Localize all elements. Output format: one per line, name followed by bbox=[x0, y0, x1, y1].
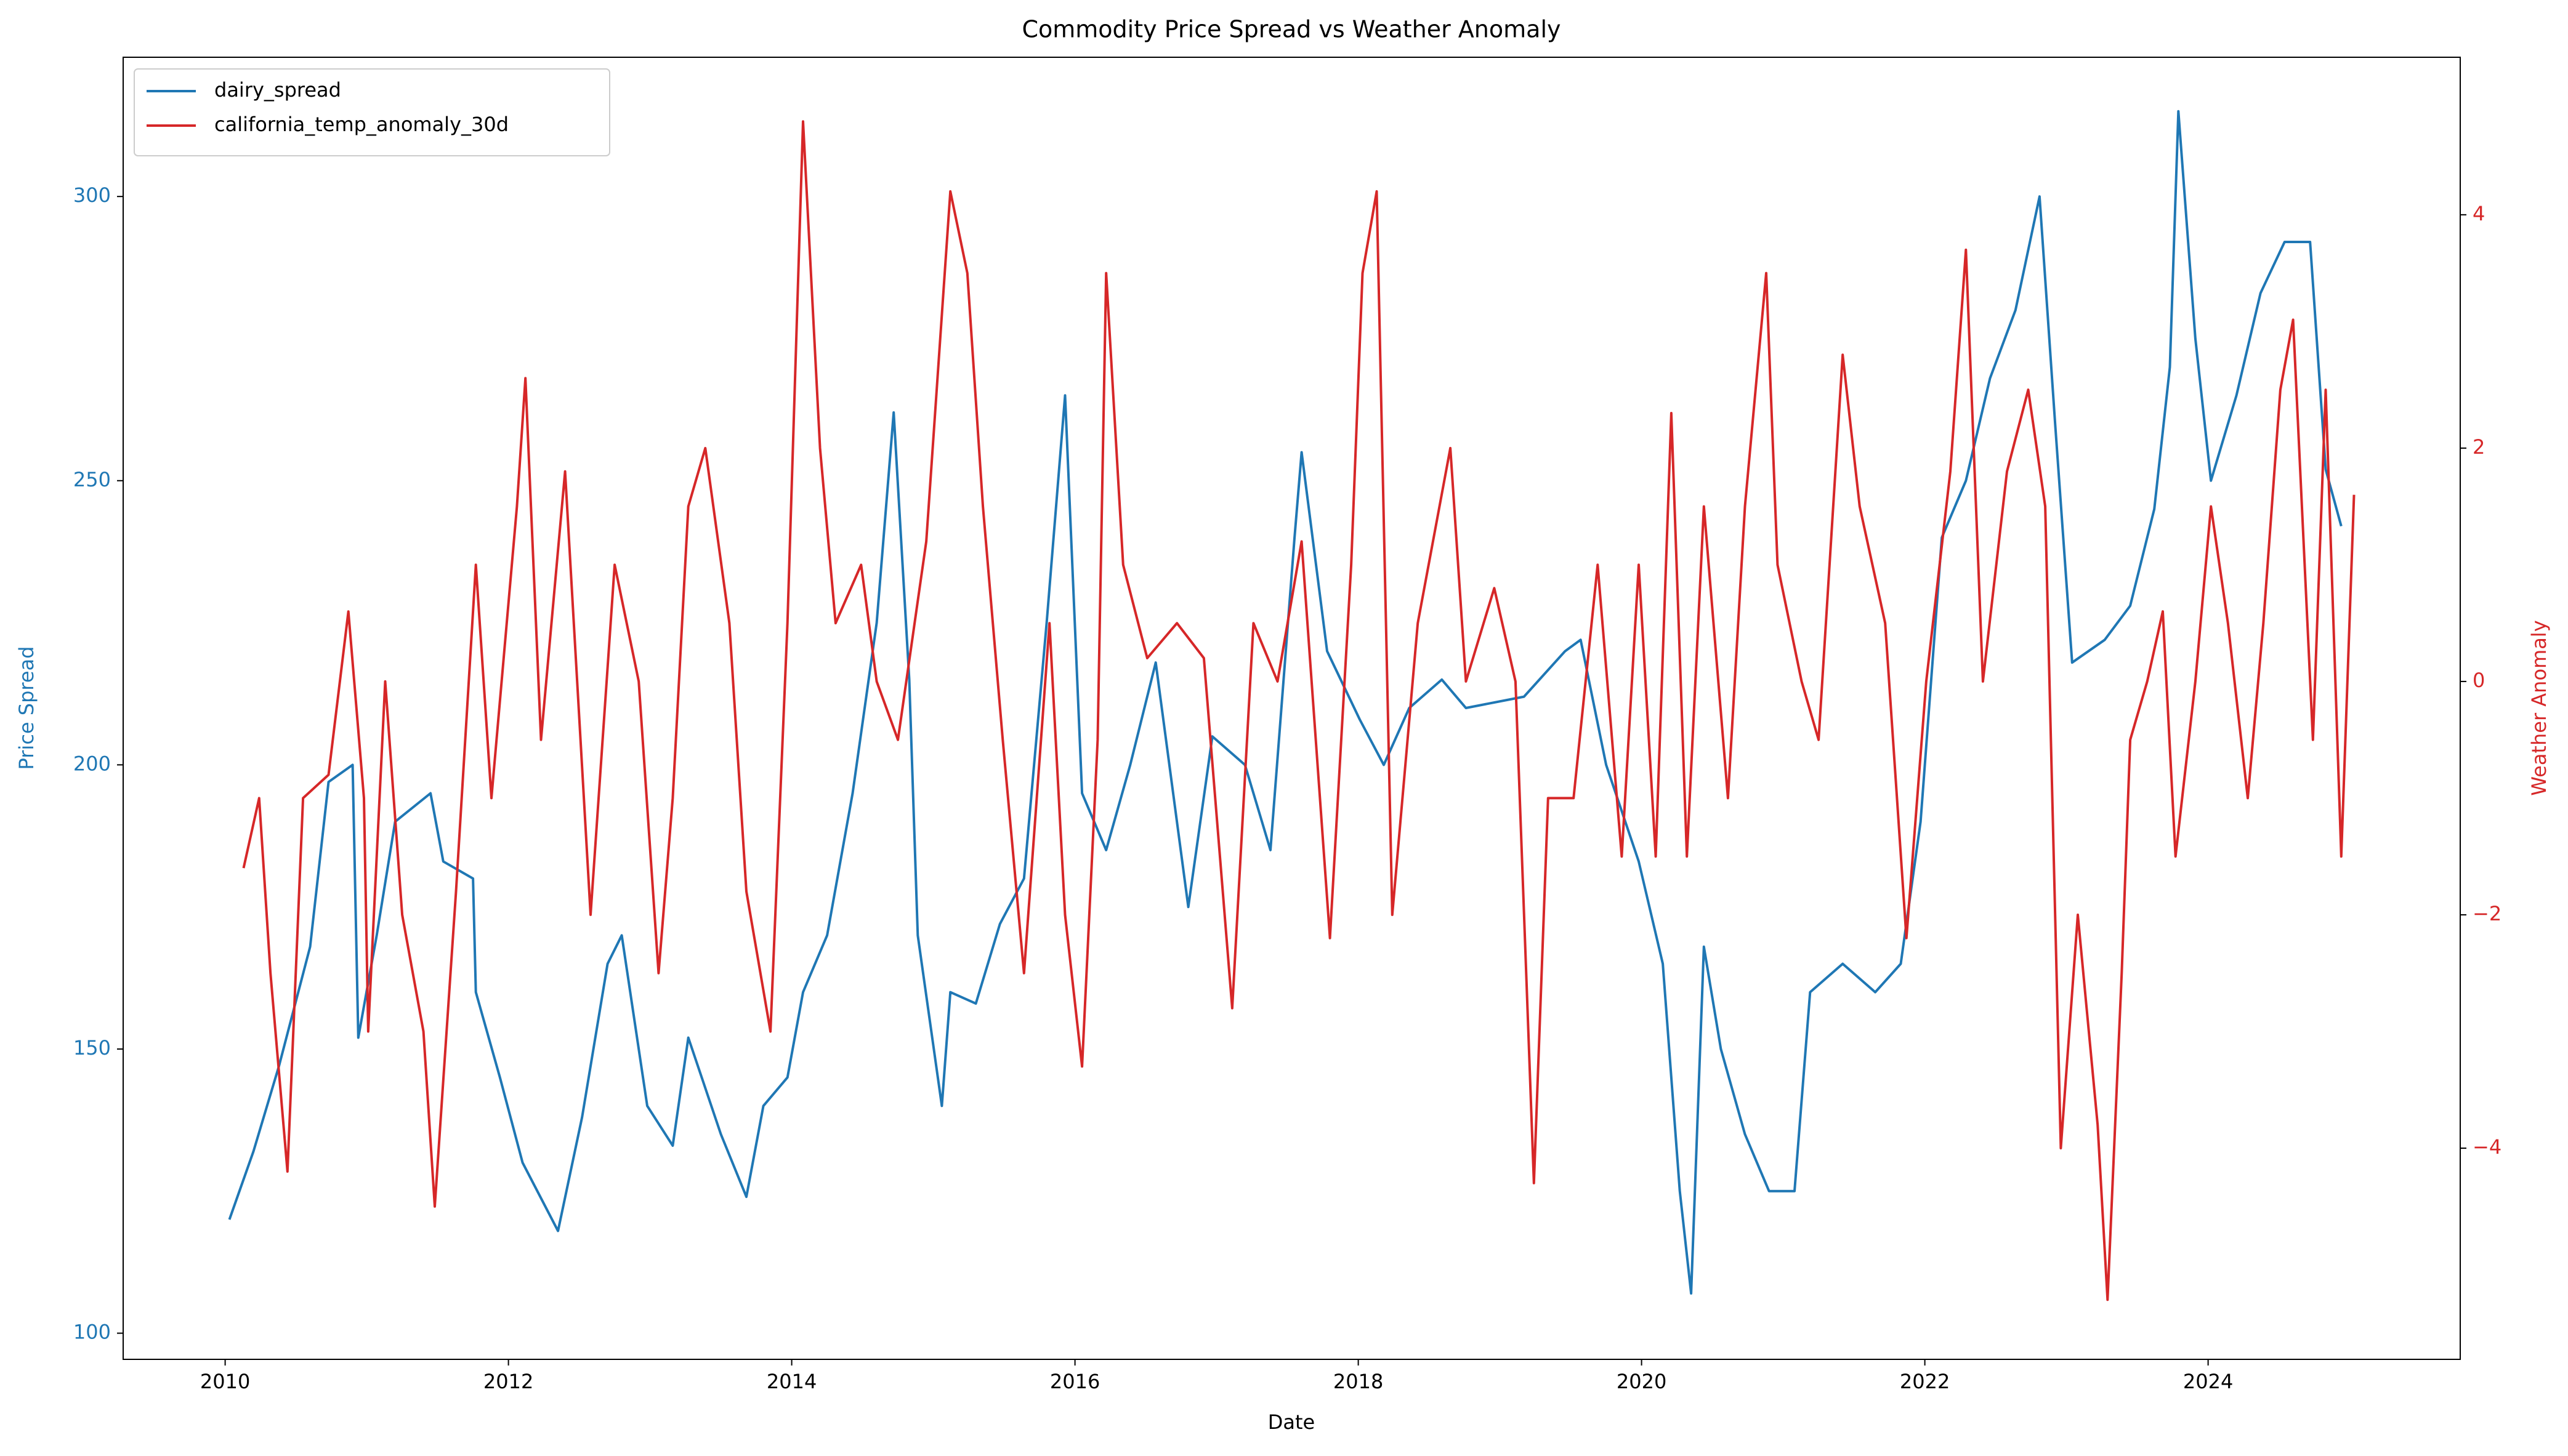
y2-tick-label: −2 bbox=[2473, 902, 2501, 925]
y2-tick-label: −4 bbox=[2473, 1135, 2501, 1159]
y-axis-label: Price Spread bbox=[15, 646, 38, 770]
series-line bbox=[242, 120, 2356, 1301]
chart-title: Commodity Price Spread vs Weather Anomal… bbox=[1022, 16, 1561, 43]
y-tick-label: 250 bbox=[73, 468, 111, 491]
x-tick-label: 2014 bbox=[767, 1370, 817, 1393]
x-axis-label: Date bbox=[1268, 1410, 1315, 1434]
y2-tick-label: 4 bbox=[2473, 202, 2485, 225]
x-tick-label: 2020 bbox=[1617, 1370, 1666, 1393]
y2-tick-label: 0 bbox=[2473, 669, 2485, 692]
plot-frame bbox=[123, 57, 2461, 1360]
x-tick-label: 2016 bbox=[1050, 1370, 1100, 1393]
x-tick-label: 2018 bbox=[1333, 1370, 1383, 1393]
y-tick-label: 100 bbox=[73, 1321, 111, 1344]
legend-label: dairy_spread bbox=[214, 78, 341, 102]
legend-label: california_temp_anomaly_30d bbox=[214, 113, 509, 136]
y2-tick-label: 2 bbox=[2473, 435, 2485, 459]
y-tick-label: 300 bbox=[73, 183, 111, 207]
y-tick-label: 150 bbox=[73, 1036, 111, 1060]
x-tick-label: 2022 bbox=[1900, 1370, 1950, 1393]
x-tick-label: 2024 bbox=[2183, 1370, 2233, 1393]
x-tick-label: 2012 bbox=[483, 1370, 533, 1393]
legend-box bbox=[134, 68, 610, 156]
x-tick-label: 2010 bbox=[200, 1370, 250, 1393]
y2-axis-label: Weather Anomaly bbox=[2527, 620, 2551, 795]
y-tick-label: 200 bbox=[73, 752, 111, 775]
series-line bbox=[228, 110, 2343, 1295]
